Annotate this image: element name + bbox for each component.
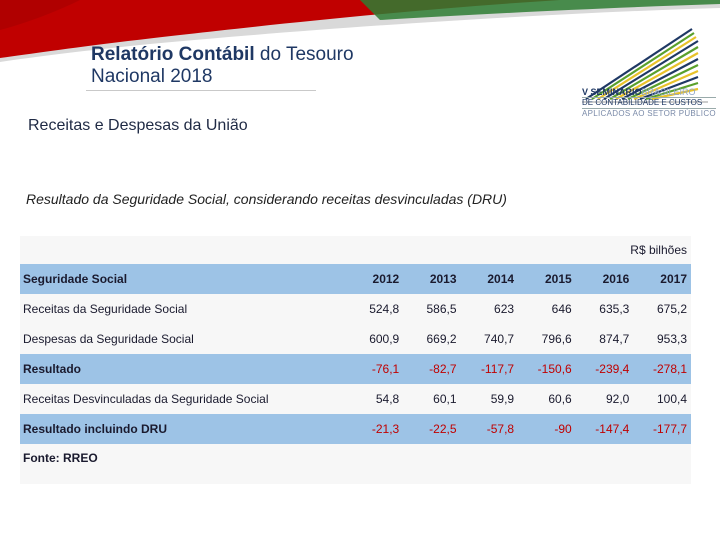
table-subtitle: Resultado da Seguridade Social, consider… [26,191,507,207]
unit-label: R$ bilhões [575,236,691,264]
table-row: Receitas Desvinculadas da Seguridade Soc… [20,384,691,414]
unit-row: R$ bilhões [20,236,691,264]
year-header: 2013 [403,264,461,294]
table-cell: -57,8 [460,414,519,444]
section-heading: Receitas e Despesas da União [28,117,248,134]
table-cell: 953,3 [633,324,691,354]
row-label: Resultado incluindo DRU [20,414,346,444]
table-cell: 874,7 [575,324,634,354]
row-label: Receitas da Seguridade Social [20,294,346,324]
title-rest: do Tesouro [254,44,354,65]
seminar-logo-icon [582,28,708,103]
source-row: Fonte: RREO [20,444,691,472]
table-row: Receitas da Seguridade Social 524,8 586,… [20,294,691,324]
table-cell: -82,7 [403,354,461,384]
table-cell: 524,8 [345,294,404,324]
table-cell: 623 [460,294,519,324]
table-cell: 586,5 [403,294,461,324]
table-cell: -117,7 [460,354,519,384]
row-label: Receitas Desvinculadas da Seguridade Soc… [20,384,346,414]
table-cell: 635,3 [575,294,634,324]
logo-line3: APLICADOS AO SETOR PÚBLICO [582,109,716,118]
table-cell: 59,9 [460,384,519,414]
logo-line1-light: BRASILEIRO [641,87,696,97]
data-table-container: R$ bilhões Seguridade Social 2012 2013 2… [20,236,691,484]
header-label: Seguridade Social [20,264,346,294]
table-cell: 669,2 [403,324,461,354]
table-cell: -150,6 [518,354,576,384]
table-cell: 92,0 [575,384,634,414]
table-cell: 100,4 [633,384,691,414]
table-cell: 740,7 [460,324,519,354]
table-cell: 54,8 [345,384,404,414]
table-cell: -278,1 [633,354,691,384]
year-header: 2017 [633,264,691,294]
table-cell: -76,1 [345,354,404,384]
table-cell: 646 [518,294,576,324]
table-row-result-dru: Resultado incluindo DRU -21,3 -22,5 -57,… [20,414,691,444]
source-note: Fonte: RREO [20,444,691,472]
table-cell: -177,7 [633,414,691,444]
year-header: 2012 [345,264,404,294]
year-header: 2014 [460,264,519,294]
corner-decoration [0,0,720,62]
table-cell: 60,6 [518,384,576,414]
seguridade-table: R$ bilhões Seguridade Social 2012 2013 2… [20,236,691,472]
page-title: Relatório Contábil do Tesouro Nacional 2… [91,44,451,88]
row-label: Resultado [20,354,346,384]
table-cell: -21,3 [345,414,404,444]
title-line2: Nacional 2018 [91,66,213,87]
title-divider [86,90,316,91]
table-row: Despesas da Seguridade Social 600,9 669,… [20,324,691,354]
table-cell: 600,9 [345,324,404,354]
table-header-row: Seguridade Social 2012 2013 2014 2015 20… [20,264,691,294]
table-cell: -239,4 [575,354,634,384]
table-cell: -90 [518,414,576,444]
row-label: Despesas da Seguridade Social [20,324,346,354]
year-header: 2016 [575,264,634,294]
table-cell: 675,2 [633,294,691,324]
table-cell: 60,1 [403,384,461,414]
logo-line1-bold: V SEMINÁRIO [582,87,642,97]
table-row-result: Resultado -76,1 -82,7 -117,7 -150,6 -239… [20,354,691,384]
seminar-logo-text: V SEMINÁRIOBRASILEIRO DE CONTABILIDADE E… [582,87,716,119]
table-cell: 796,6 [518,324,576,354]
logo-line2: DE CONTABILIDADE E CUSTOS [582,97,716,109]
year-header: 2015 [518,264,576,294]
title-bold: Relatório Contábil [91,44,255,65]
table-cell: -147,4 [575,414,634,444]
table-cell: -22,5 [403,414,461,444]
